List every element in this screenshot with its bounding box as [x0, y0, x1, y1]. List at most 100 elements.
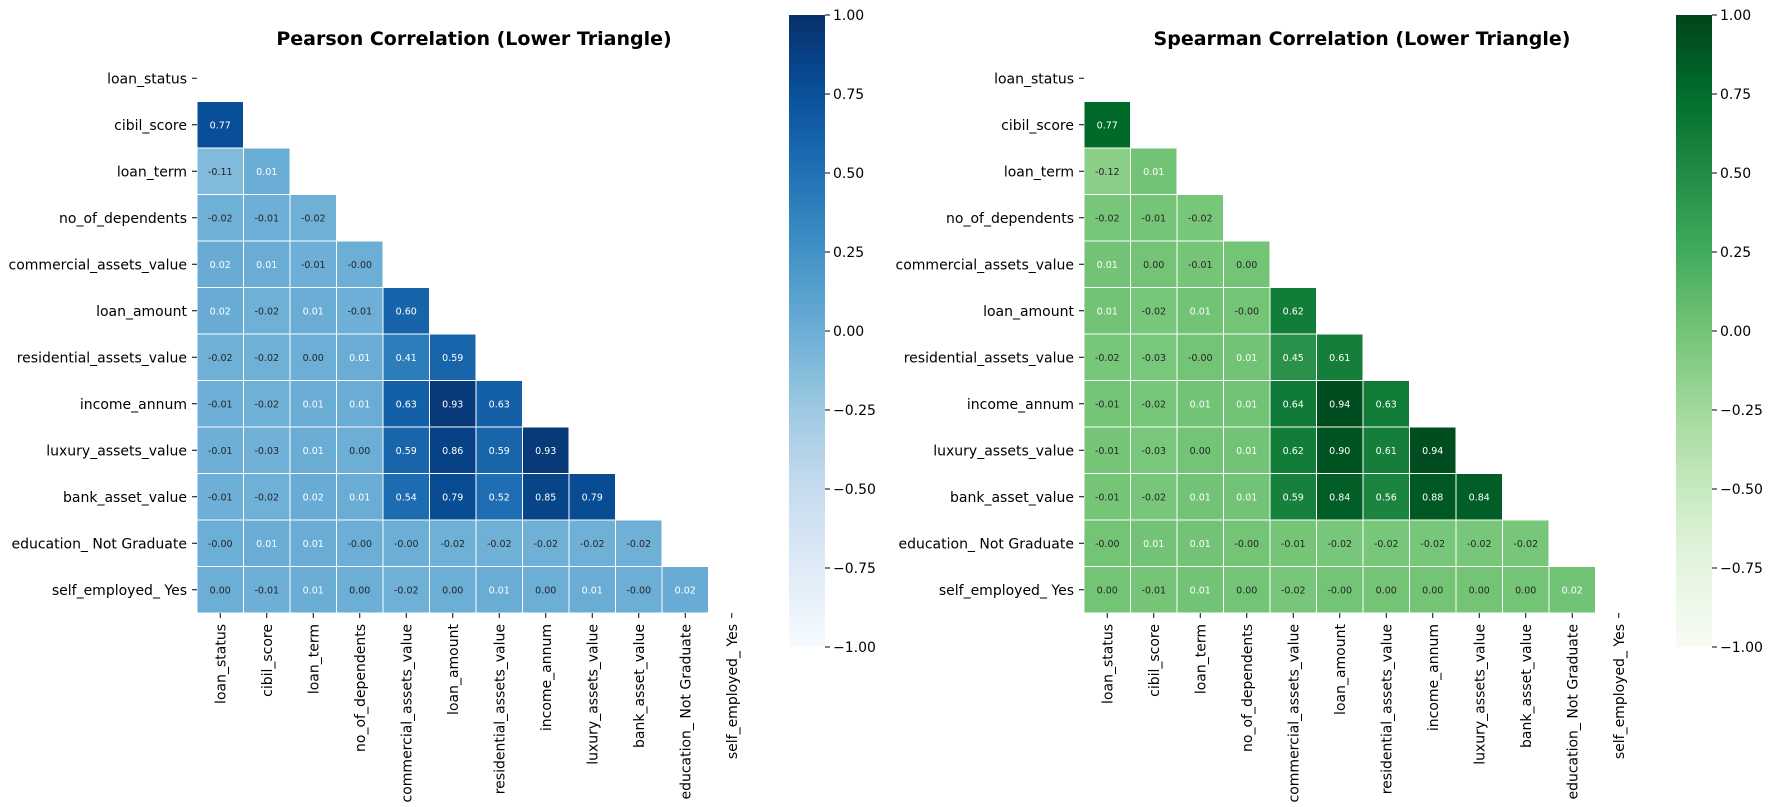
x-tick-label: loan_term	[1193, 624, 1209, 694]
x-tick-label: bank_asset_value	[1519, 624, 1535, 748]
heatmap-cell	[243, 287, 291, 335]
heatmap-cell	[1455, 519, 1503, 567]
cell-value-label: -0.02	[1467, 539, 1492, 550]
cell-value-label: 0.01	[303, 399, 324, 410]
cell-value-label: -0.01	[301, 260, 326, 271]
cell-value-label: 0.62	[1283, 306, 1304, 317]
cell-value-label: 0.01	[1236, 492, 1257, 503]
cell-value-label: -0.02	[1141, 492, 1166, 503]
heatmap-cell	[475, 380, 523, 428]
heatmap-cell	[1362, 426, 1410, 474]
cell-value-label: 0.01	[256, 260, 277, 271]
cell-value-label: -0.00	[347, 539, 372, 550]
cell-value-label: 0.59	[489, 446, 510, 457]
cell-value-label: 0.01	[1236, 353, 1257, 364]
heatmap-cell	[196, 101, 244, 149]
cell-value-label: 0.86	[442, 446, 463, 457]
cell-value-label: 0.84	[1329, 492, 1350, 503]
cell-value-label: -0.01	[1141, 213, 1166, 224]
cell-value-label: 0.00	[1422, 585, 1443, 596]
heatmap-cell	[568, 566, 616, 614]
cell-value-label: -0.02	[254, 399, 279, 410]
heatmap-cell	[429, 473, 477, 521]
heatmap-cell	[336, 240, 384, 288]
heatmap-cell	[615, 519, 663, 567]
x-tick-label: self_employed_ Yes	[1612, 624, 1628, 759]
heatmap-cell	[1083, 333, 1131, 381]
heatmap-cell	[196, 426, 244, 474]
cell-value-label: -0.02	[208, 213, 233, 224]
cell-value-label: 0.00	[535, 585, 556, 596]
heatmap-cell	[1362, 380, 1410, 428]
y-tick-label: cibil_score	[1001, 118, 1074, 134]
cell-value-label: -0.02	[301, 213, 326, 224]
cell-value-label: -0.00	[1327, 585, 1352, 596]
cell-value-label: 0.59	[1283, 492, 1304, 503]
cell-value-label: 0.00	[1190, 446, 1211, 457]
y-tick-label: luxury_assets_value	[46, 443, 187, 459]
y-tick-label: bank_asset_value	[950, 490, 1074, 506]
heatmap-cell	[568, 473, 616, 521]
x-tick-label: commercial_assets_value	[399, 624, 415, 802]
chart-title: Spearman Correlation (Lower Triangle)	[1154, 28, 1571, 50]
cell-value-label: 0.90	[1329, 446, 1350, 457]
cell-value-label: 0.02	[1562, 585, 1583, 596]
cell-value-label: 0.01	[349, 492, 370, 503]
heatmap-cell	[196, 147, 244, 195]
cell-value-label: -0.02	[254, 353, 279, 364]
heatmap-cell	[1548, 566, 1596, 614]
x-tick-label: loan_amount	[446, 624, 462, 715]
cell-value-label: -0.02	[394, 585, 419, 596]
cell-value-label: 0.01	[1190, 399, 1211, 410]
cell-value-label: -0.03	[1141, 446, 1166, 457]
colorbar-tick-label: −0.75	[833, 561, 876, 577]
x-tick-label: education_ Not Graduate	[678, 624, 694, 800]
cell-value-label: 0.01	[349, 353, 370, 364]
colorbar-tick-label: 1.00	[833, 8, 864, 24]
cell-value-label: 0.77	[210, 120, 231, 131]
cell-value-label: -0.01	[1281, 539, 1306, 550]
cell-value-label: -0.02	[533, 539, 558, 550]
colorbar-tick-label: −1.00	[833, 640, 876, 656]
cell-value-label: 0.01	[1190, 306, 1211, 317]
heatmap-cell	[1083, 147, 1131, 195]
heatmap-cell	[289, 519, 337, 567]
heatmap-cell	[1083, 240, 1131, 288]
cell-value-label: -0.02	[440, 539, 465, 550]
y-tick-label: self_employed_ Yes	[52, 583, 187, 599]
cell-value-label: 0.63	[396, 399, 417, 410]
heatmap-cell	[1130, 194, 1178, 242]
cell-value-label: -0.00	[1234, 539, 1259, 550]
heatmap-cell	[336, 287, 384, 335]
cell-value-label: -0.02	[1327, 539, 1352, 550]
cell-value-label: 0.45	[1283, 353, 1304, 364]
y-tick-label: luxury_assets_value	[933, 443, 1074, 459]
heatmap-cell	[661, 566, 709, 614]
cell-value-label: 0.00	[1236, 585, 1257, 596]
x-tick-label: loan_amount	[1333, 624, 1349, 715]
cell-value-label: -0.00	[1095, 539, 1120, 550]
cell-value-label: 0.01	[1236, 446, 1257, 457]
x-tick-label: no_of_dependents	[353, 624, 369, 752]
x-tick-label: bank_asset_value	[632, 624, 648, 748]
colorbar	[789, 15, 825, 647]
x-tick-label: residential_assets_value	[492, 624, 508, 794]
y-tick-label: commercial_assets_value	[9, 257, 187, 273]
cell-value-label: 0.00	[1097, 585, 1118, 596]
heatmap-cell	[243, 240, 291, 288]
cell-value-label: -0.02	[1374, 539, 1399, 550]
cell-value-label: 0.52	[489, 492, 510, 503]
heatmap-cell	[1316, 426, 1364, 474]
y-tick-label: loan_term	[1004, 164, 1074, 180]
colorbar-tick-label: −0.25	[833, 403, 876, 419]
cell-value-label: 0.01	[1097, 306, 1118, 317]
x-tick-label: loan_term	[306, 624, 322, 694]
heatmap-cell	[1223, 380, 1271, 428]
heatmap-cell	[336, 566, 384, 614]
colorbar-tick-label: 0.50	[1720, 166, 1751, 182]
cell-value-label: -0.02	[254, 306, 279, 317]
x-tick-label: income_annum	[539, 624, 555, 731]
cell-value-label: 0.94	[1329, 399, 1350, 410]
y-tick-label: bank_asset_value	[63, 490, 187, 506]
x-tick-label: residential_assets_value	[1379, 624, 1395, 794]
